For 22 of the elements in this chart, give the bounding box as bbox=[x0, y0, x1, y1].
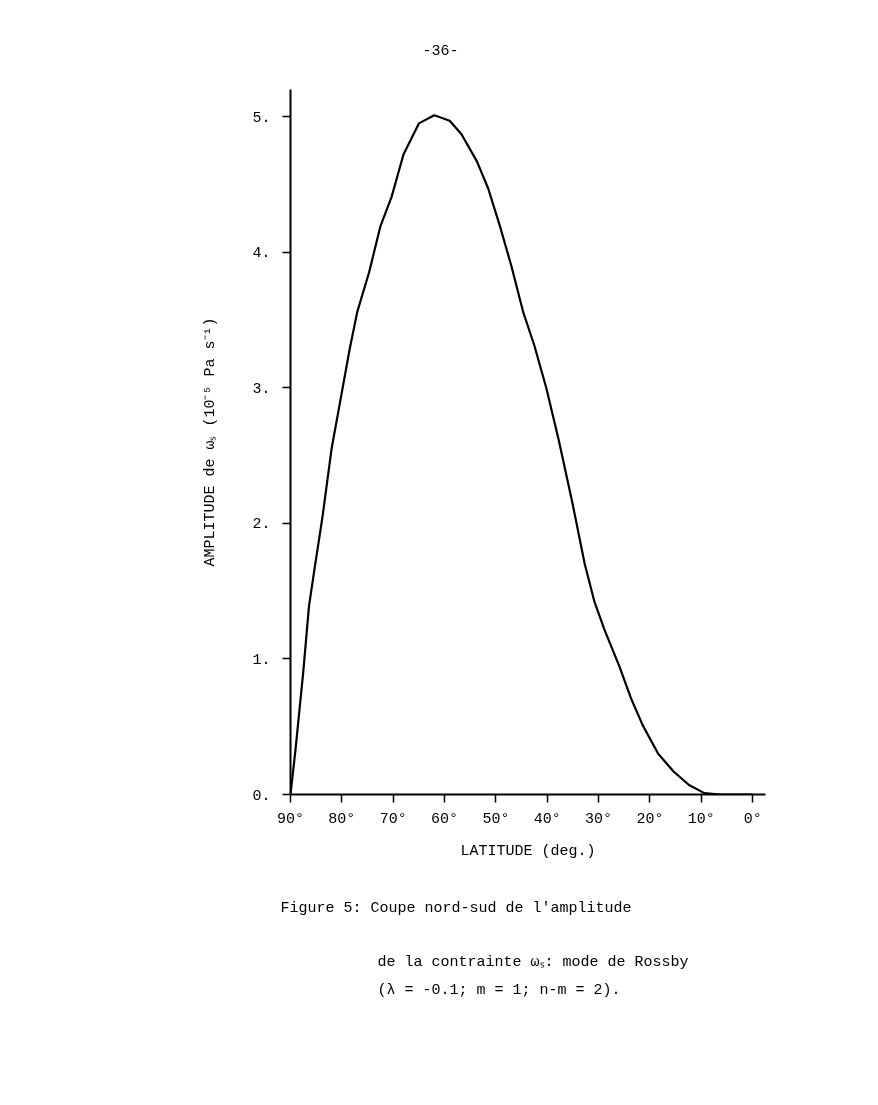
text: de la contrainte ωₛ: mode de Rossby bbox=[377, 953, 689, 971]
x-tick-label: 70° bbox=[379, 810, 407, 828]
x-axis-title: LATITUDE (deg.) bbox=[460, 842, 596, 860]
y-tick-label: 4. bbox=[252, 245, 271, 263]
x-tick-label: 40° bbox=[533, 810, 561, 828]
y-tick-label: 5. bbox=[252, 109, 271, 127]
x-tick-label: 60° bbox=[431, 810, 459, 828]
x-tick-label: 20° bbox=[636, 810, 664, 828]
y-tick-label: 0. bbox=[252, 787, 271, 805]
y-tick-label: 2. bbox=[252, 516, 271, 534]
y-axis-title: AMPLITUDE de ωₛ (10⁻⁵ Pa s⁻¹) bbox=[202, 317, 220, 567]
x-tick-label: 0° bbox=[743, 810, 762, 828]
x-tick-label: 10° bbox=[687, 810, 715, 828]
x-tick-label: 80° bbox=[328, 810, 356, 828]
text: (λ = -0.1; m = 1; n-m = 2). bbox=[377, 981, 621, 999]
x-tick-label: 30° bbox=[585, 810, 613, 828]
x-tick-label: 90° bbox=[277, 810, 305, 828]
x-tick-label: 50° bbox=[482, 810, 510, 828]
caption: Figure 5: Coupe nord-sud de l'amplitude bbox=[280, 899, 632, 917]
y-tick-label: 3. bbox=[252, 380, 271, 398]
text: -36- bbox=[422, 42, 459, 60]
y-tick-label: 1. bbox=[252, 651, 271, 669]
